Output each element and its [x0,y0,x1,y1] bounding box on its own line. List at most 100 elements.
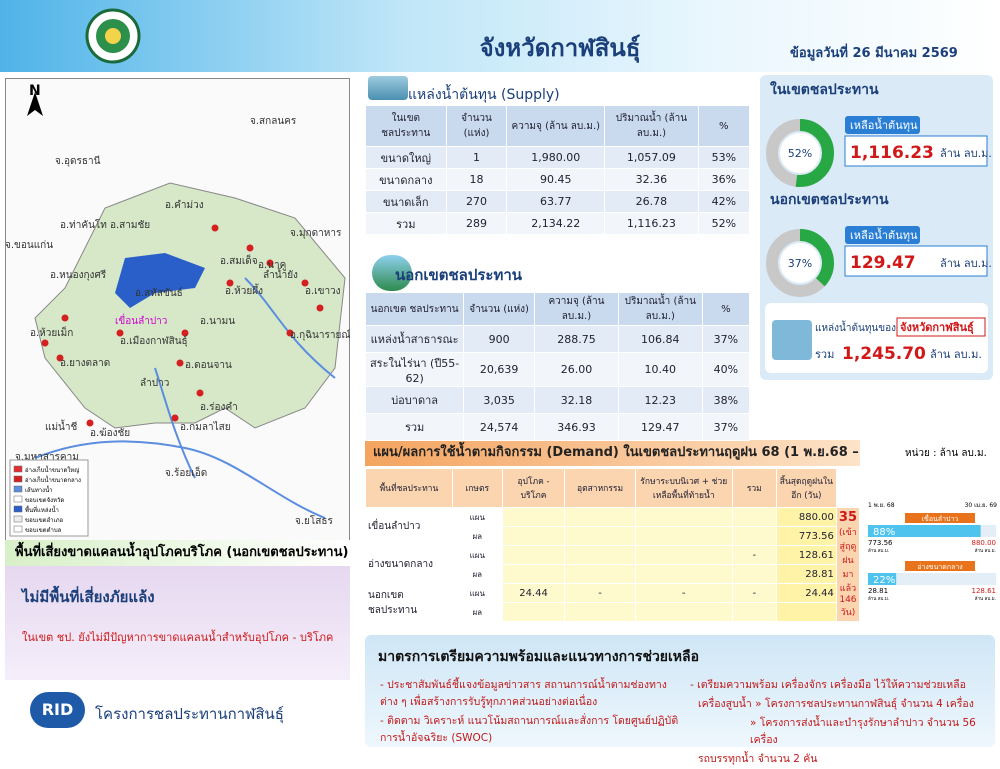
map-label: จ.มหาสารคาม [15,452,79,463]
table-cell: 3,035 [463,386,536,414]
table-cell: แผน [451,507,503,527]
table-row: นอกเขต ชลประทาน แผน 24.44- - -24.44 [365,583,860,622]
progress-plan: 128.61 [972,587,997,595]
donut-arc [766,229,834,297]
demand-title: แผน/ผลการใช้น้ำตามกิจกรรม (Demand) ในเขต… [365,440,860,486]
summary-caption: เหลือน้ำต้นทุน [850,117,918,132]
header-cell: อุตสาหกรรม [564,468,636,508]
progress-name: อ่างขนาดกลาง [917,563,962,571]
donut-label: 37% [788,257,812,270]
progress-chart: 1 พ.ย. 68 30 เม.ย. 69 เขื่อนลำปาว 88%773.56… [868,502,998,602]
logo [85,8,141,64]
table-cell: 1,980.00 [506,146,606,169]
table-cell [564,602,636,622]
table-row: ผล [366,602,860,622]
map-label: จ.ขอนแก่น [5,240,53,251]
progress-end: 30 เม.ย. 69 [965,502,998,509]
table-cell: 53% [697,146,751,169]
table-cell: 63.77 [506,190,606,213]
reservoir-dot [246,244,254,252]
measure-item: - ติดตาม วิเคราะห์ แนวโน้มสถานการณ์และสั… [380,715,679,744]
reservoir-dot [196,389,204,397]
north: N [29,83,41,99]
donut-arc [766,119,834,187]
table-cell [731,526,777,546]
table-cell: 52% [697,212,751,235]
legend-swatch [13,505,23,513]
measure-item: รถบรรทุกน้ำ จำนวน 2 คัน [698,753,818,765]
table-cell: 900 [463,325,536,353]
map-label: อ.นาคู [258,260,286,271]
legend-label: อ่างเก็บน้ำขนาดกลาง [25,474,81,484]
table-cell: 40% [701,352,751,387]
table-cell: 12.23 [617,386,703,414]
map-label: อ.ห้วยเม็ก [30,325,73,339]
header-cell: % [697,105,751,147]
map-label: อ.ท่าคันโท [60,218,107,231]
table-cell: 36% [697,168,751,191]
risk-title: พื้นที่เสี่ยงขาดแคลนน้ำอุปโภคบริโภค (นอก… [5,540,350,566]
legend-swatch [13,485,23,493]
measures-title: มาตรการเตรียมความพร้อมและแนวทางการช่วยเห… [378,649,700,665]
table-row: รวม 24,574 346.93 129.47 37% [364,413,751,441]
table-cell: รวม [364,413,465,441]
header-cell: ความจุ (ล้าน ลบ.ม.) [534,292,619,326]
progress-name-box [905,561,975,571]
progress-plan: 880.00 [972,539,997,547]
table-cell: 18 [445,168,508,191]
outside-title: นอกเขตชลประทาน [395,266,523,284]
header-cell: อุปโภค - บริโภค [501,468,566,508]
table-cell: 106.84 [617,325,703,353]
legend-box [9,459,89,537]
legend-label: อ่างเก็บน้ำขนาดใหญ่ [25,464,79,474]
table-cell [501,526,566,546]
table-cell: 880.00 [775,507,837,527]
map-label: อ.ร่องคำ [200,402,238,413]
total-province: จังหวัดกาฬสินธุ์ [900,321,974,335]
progress-pct: 88% [873,527,895,538]
donut-hole [780,133,820,173]
outside-icon [372,255,412,291]
header-cell: พื้นที่ชลประทาน [365,468,453,508]
table-cell: สระในไร่นา (ปี55-62) [364,352,465,387]
days-note: (เข้าสู่ฤดูฝน มาแล้ว 146 วัน) [839,528,857,618]
table-cell [564,526,636,546]
area-cell: นอกเขต ชลประทาน [365,583,453,622]
table-cell: 2,134.22 [506,212,606,235]
rid-logo: RID [30,692,85,728]
table-cell: 24,574 [463,413,536,441]
progress-name: เขื่อนลำปาว [922,514,959,523]
header-cell: % [701,292,751,326]
table-row: ผล 28.81 [366,564,860,584]
table-cell: 288.75 [534,325,619,353]
map-label: อ.กุฉินารายณ์ [290,329,350,341]
table-cell: 270 [445,190,508,213]
total-label: รวม [815,348,834,361]
reservoir-dot [226,279,234,287]
table-cell: 37% [701,325,751,353]
header-cell: จำนวน (แห่ง) [445,105,508,147]
table: นอกเขต ชลประทาน จำนวน (แห่ง) ความจุ (ล้าน … [364,292,751,441]
header-cell: ปริมาณน้ำ (ล้าน ลบ.ม.) [617,292,703,326]
table-cell: - [634,583,733,603]
summary-graphics: ในเขตชลประทาน 52% เหลือน้ำต้นทุน 1,116.23 ล้… [765,80,992,373]
area-cell: เขื่อนลำปาว [365,507,453,546]
table-cell: - [564,583,636,603]
table-cell: 38% [701,386,751,414]
map-label: อ.สมเด็จ [220,253,258,267]
reservoir-dot [56,354,64,362]
progress-unit: ล้าน ลบ.ม. [868,548,889,554]
table-cell [564,564,636,584]
summary-amount: 1,116.23 [850,143,934,163]
table-cell: 128.61 [775,545,837,565]
reservoir-dot [211,224,219,232]
table-cell: แผน [451,545,503,565]
legend-swatch [13,495,23,503]
progress-bar [868,525,981,537]
table-cell: รวม [365,212,447,235]
table-cell: 26.78 [604,190,699,213]
progress-unit: ล้าน ลบ.ม. [975,548,996,554]
table-cell: ขนาดใหญ่ [365,146,447,169]
area-cell: อ่างขนาดกลาง [365,545,453,584]
